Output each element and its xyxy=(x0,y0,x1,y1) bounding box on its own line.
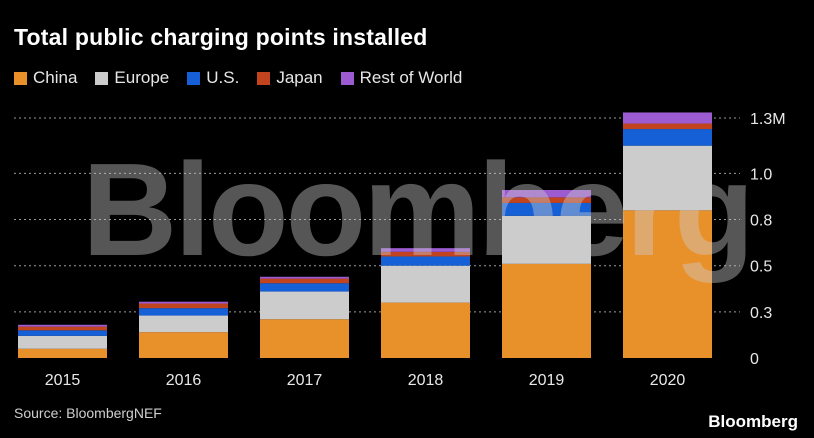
bar-segment xyxy=(502,263,591,358)
y-tick-label: 0.5 xyxy=(750,259,772,276)
bar-segment xyxy=(623,123,712,130)
x-tick-label: 2016 xyxy=(166,372,202,389)
bar-segment xyxy=(260,278,349,284)
bar-segment xyxy=(381,256,470,266)
bar-segment xyxy=(381,265,470,303)
bar-segment xyxy=(139,301,228,304)
bar-segment xyxy=(260,319,349,358)
legend-swatch xyxy=(187,71,201,85)
y-tick-label: 0.3 xyxy=(750,305,772,322)
legend-item: China xyxy=(14,68,77,88)
bar-segment xyxy=(502,202,591,216)
legend-swatch xyxy=(257,71,271,85)
bar-segment xyxy=(623,112,712,124)
bar-segment xyxy=(18,330,107,336)
bar-segment xyxy=(623,145,712,211)
legend-label: China xyxy=(33,68,78,87)
bar-segment xyxy=(18,326,107,331)
bar-segment xyxy=(18,348,107,358)
legend-label: U.S. xyxy=(206,68,240,87)
legend-item: Japan xyxy=(257,68,323,88)
chart-title: Total public charging points installed xyxy=(14,24,428,50)
bar-segment xyxy=(260,283,349,292)
legend-swatch xyxy=(95,71,109,85)
bar-segment xyxy=(260,291,349,320)
brand-logo-text: Bloomberg xyxy=(708,412,798,431)
legend-label: Europe xyxy=(114,68,170,87)
bar-segment xyxy=(502,215,591,264)
x-tick-label: 2020 xyxy=(650,372,686,389)
bar-segment xyxy=(139,315,228,333)
x-tick-label: 2015 xyxy=(45,372,81,389)
bar-segment xyxy=(623,129,712,146)
x-tick-label: 2018 xyxy=(408,372,444,389)
bar-segment xyxy=(381,248,470,252)
bar-segment xyxy=(260,276,349,279)
y-tick-label: 0.8 xyxy=(750,213,772,230)
bar-segment xyxy=(18,335,107,349)
bar-segment xyxy=(139,303,228,309)
x-tick-label: 2017 xyxy=(287,372,323,389)
legend-item: U.S. xyxy=(187,68,239,88)
bar-segment xyxy=(139,308,228,316)
chart-legend: China Europe U.S. Japan Rest of World xyxy=(14,68,462,88)
bar-segment xyxy=(502,197,591,203)
source-note: Source: BloombergNEF xyxy=(14,405,162,421)
bar-segment xyxy=(623,210,712,358)
legend-item: Rest of World xyxy=(340,68,463,88)
legend-label: Rest of World xyxy=(359,68,463,87)
bar-segment xyxy=(381,251,470,257)
legend-swatch xyxy=(340,71,354,85)
y-tick-label: 1.3M xyxy=(750,111,786,128)
bar-segment xyxy=(139,332,228,358)
legend-swatch xyxy=(14,71,27,85)
y-tick-label: 0 xyxy=(750,351,759,368)
legend-label: Japan xyxy=(276,68,323,87)
bar-segment xyxy=(18,324,107,327)
legend-item: Europe xyxy=(95,68,169,88)
y-tick-label: 1.0 xyxy=(750,166,772,183)
bar-segment xyxy=(502,190,591,198)
x-tick-label: 2019 xyxy=(529,372,565,389)
bar-segment xyxy=(381,302,470,358)
